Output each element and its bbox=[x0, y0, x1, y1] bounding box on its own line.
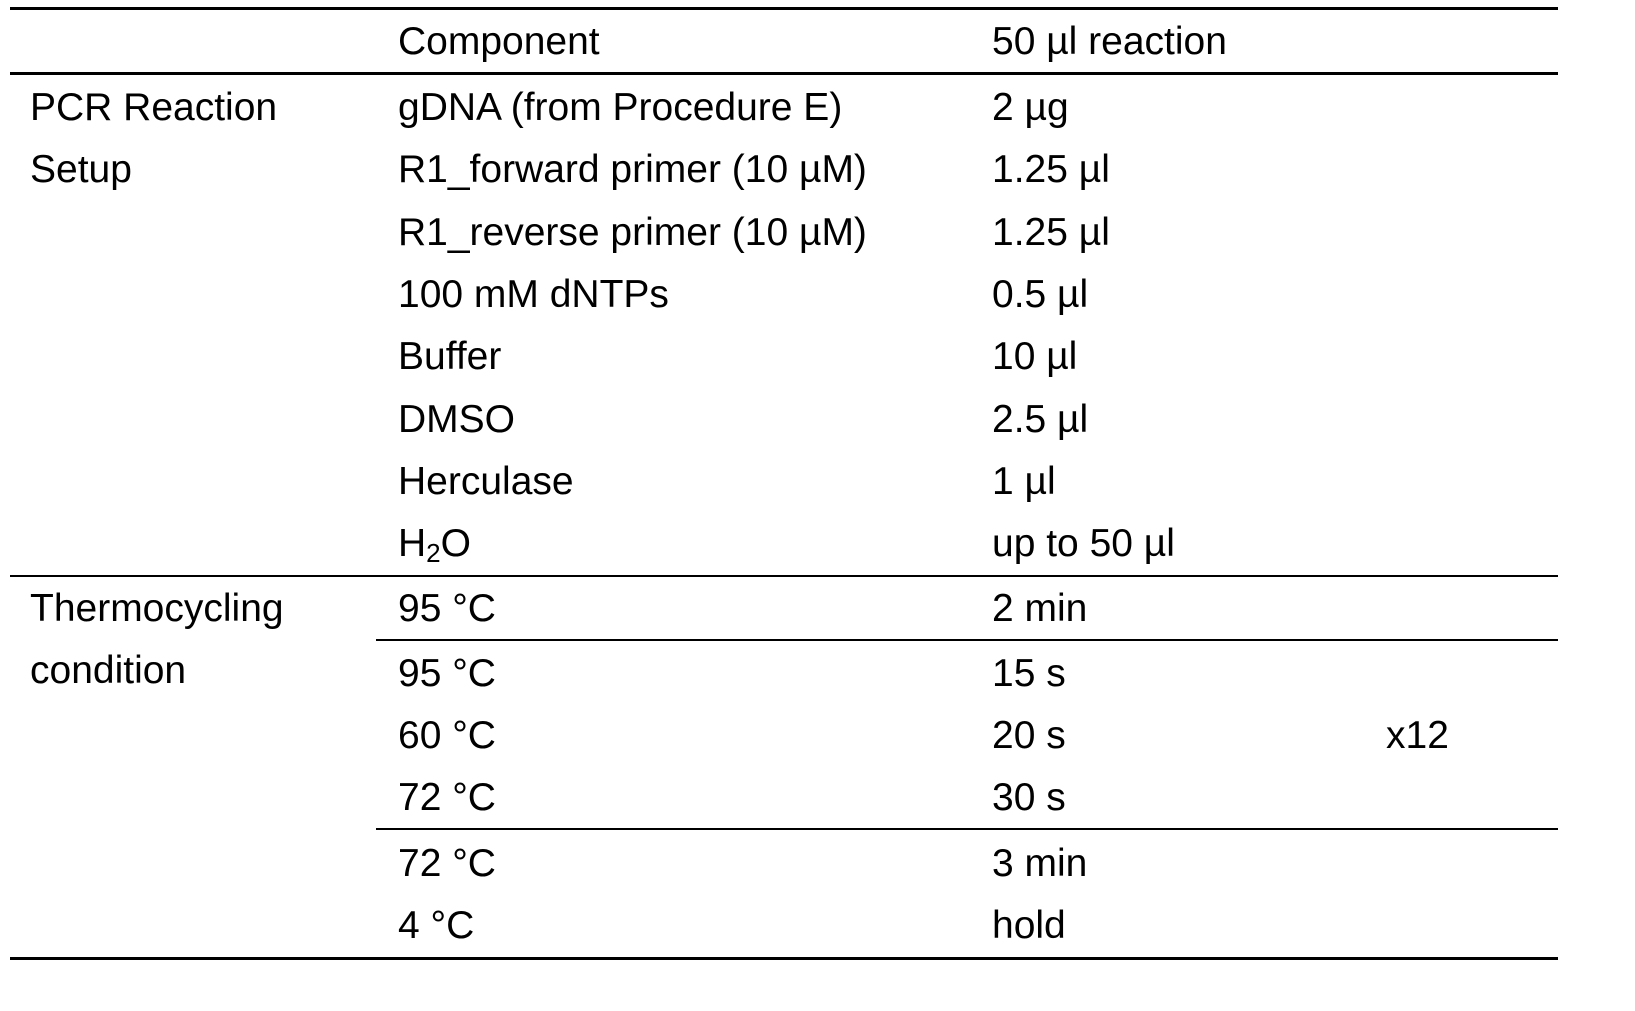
component-cell: DMSO bbox=[398, 398, 515, 441]
section-rule bbox=[10, 575, 1558, 577]
amount-cell: 1.25 µl bbox=[992, 148, 1110, 191]
water-subscript: 2 bbox=[426, 538, 441, 568]
amount-cell: 0.5 µl bbox=[992, 273, 1089, 316]
cycle-start-rule bbox=[376, 639, 1558, 641]
time-cell: hold bbox=[992, 904, 1066, 947]
time-cell: 20 s bbox=[992, 714, 1066, 757]
component-cell: Buffer bbox=[398, 335, 502, 378]
protocol-table: Component 50 µl reaction PCR Reaction Se… bbox=[10, 0, 1633, 1011]
component-cell: Herculase bbox=[398, 460, 574, 503]
time-cell: 3 min bbox=[992, 842, 1088, 885]
pcr-setup-label: Setup bbox=[30, 148, 132, 191]
cycle-end-rule bbox=[376, 828, 1558, 830]
cycle-count: x12 bbox=[1386, 714, 1449, 757]
water-component-cell: H2O bbox=[398, 522, 471, 566]
bottom-rule bbox=[10, 957, 1558, 960]
temperature-cell: 60 °C bbox=[398, 714, 496, 757]
component-cell: R1_forward primer (10 µM) bbox=[398, 148, 867, 191]
top-rule bbox=[10, 7, 1558, 10]
temperature-cell: 95 °C bbox=[398, 587, 496, 630]
water-suffix: O bbox=[440, 522, 471, 565]
time-cell: 30 s bbox=[992, 776, 1066, 819]
thermocycling-label: condition bbox=[30, 649, 187, 692]
temperature-cell: 4 °C bbox=[398, 904, 475, 947]
component-cell: R1_reverse primer (10 µM) bbox=[398, 211, 867, 254]
amount-cell: up to 50 µl bbox=[992, 522, 1175, 565]
amount-cell: 1 µl bbox=[992, 460, 1056, 503]
header-component: Component bbox=[398, 20, 600, 63]
header-amount: 50 µl reaction bbox=[992, 20, 1227, 63]
time-cell: 15 s bbox=[992, 652, 1066, 695]
header-rule bbox=[10, 72, 1558, 75]
thermocycling-label: Thermocycling bbox=[30, 587, 284, 630]
amount-cell: 10 µl bbox=[992, 335, 1078, 378]
water-prefix: H bbox=[398, 522, 427, 565]
temperature-cell: 72 °C bbox=[398, 842, 496, 885]
amount-cell: 1.25 µl bbox=[992, 211, 1110, 254]
component-cell: gDNA (from Procedure E) bbox=[398, 86, 843, 129]
time-cell: 2 min bbox=[992, 587, 1088, 630]
amount-cell: 2 µg bbox=[992, 86, 1069, 129]
pcr-setup-label: PCR Reaction bbox=[30, 86, 278, 129]
temperature-cell: 72 °C bbox=[398, 776, 496, 819]
component-cell: 100 mM dNTPs bbox=[398, 273, 669, 316]
amount-cell: 2.5 µl bbox=[992, 398, 1089, 441]
temperature-cell: 95 °C bbox=[398, 652, 496, 695]
